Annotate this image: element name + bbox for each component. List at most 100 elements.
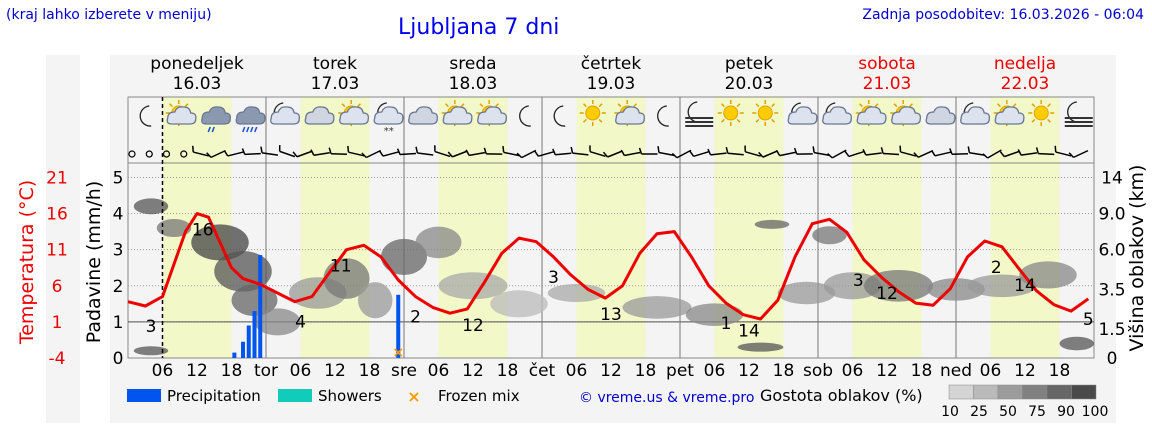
hour-tick-label: 12: [1014, 361, 1036, 381]
temperature-label: 3: [548, 268, 559, 288]
temperature-label: 12: [876, 284, 898, 304]
barb-feather: [657, 146, 660, 153]
barb-feather: [415, 146, 419, 154]
moon-cloud-icon: [787, 102, 818, 125]
precipitation-tick-label: 4: [113, 205, 124, 225]
barb-feather: [1054, 145, 1057, 153]
moon-shape: [657, 105, 669, 127]
rain-drop: [211, 126, 215, 133]
wind-barb-icon: [241, 148, 261, 156]
rain-drop: [246, 126, 250, 133]
temperature-label: 3: [146, 317, 157, 337]
cloud-density-swatch: [1046, 384, 1072, 400]
wind-barb-icon: [602, 150, 623, 158]
wind-barb-icon: [415, 146, 434, 156]
sun-ray: [583, 103, 587, 108]
sun-disc: [585, 105, 601, 121]
barb-feather: [589, 145, 591, 152]
cloud-density-area: [967, 274, 1037, 298]
barb-shaft: [452, 150, 468, 158]
barb-shaft: [727, 152, 744, 156]
cloud-density-area: [622, 296, 692, 319]
sun-ray: [445, 103, 449, 108]
sun-ray: [357, 103, 361, 108]
region-menu-note[interactable]: (kraj lahko izberete v meniju): [6, 7, 212, 23]
cloud-density-legend-title: Gostota oblakov (%): [760, 386, 923, 405]
sun-cloud-icon: [890, 100, 922, 126]
cloud-shape: [822, 106, 853, 125]
day-abbr-tick-label: sre: [391, 361, 417, 381]
precipitation-tick-label: 2: [113, 277, 124, 297]
wind-barb-icon: [347, 145, 365, 157]
barb-feather: [206, 152, 212, 158]
fog-icon: [685, 101, 714, 127]
barb-feather: [880, 147, 884, 154]
calm-wind-icon: [145, 150, 153, 158]
sun-ray: [583, 118, 587, 123]
wind-barb-icon: [880, 147, 900, 156]
temperature-tick-label: 16: [46, 205, 68, 225]
sun-ray: [997, 103, 1001, 108]
moon-icon: [139, 105, 152, 127]
cloud-icon: [925, 106, 956, 125]
barb-shaft: [917, 150, 934, 158]
cloud-density-swatch: [997, 384, 1023, 400]
barb-feather: [999, 151, 1005, 158]
barb-feather: [602, 151, 609, 158]
cloud-density-swatch: [973, 384, 999, 400]
wind-barb-icon: [206, 149, 226, 159]
wind-barb-icon: [310, 149, 330, 156]
hour-tick-label: 12: [324, 361, 346, 381]
barb-feather: [310, 149, 315, 156]
moon-cloud-icon: [960, 102, 991, 125]
cloud-density-area: [777, 281, 836, 305]
sun-ray: [721, 103, 725, 108]
barb-shaft: [831, 149, 847, 159]
wind-barb-icon: [292, 150, 313, 158]
barb-feather: [378, 150, 384, 157]
sun-ray: [736, 118, 741, 123]
wind-barb-icon: [931, 150, 951, 157]
daylight-band: [852, 97, 922, 358]
barb-shaft: [969, 152, 986, 156]
wind-barb-icon: [1035, 147, 1055, 156]
wind-barb-icon: [502, 145, 520, 157]
barb-feather: [552, 148, 556, 155]
wind-barb-icon: [328, 147, 348, 156]
wind-barb-icon: [192, 145, 209, 157]
day-abbr-tick-label: ned: [940, 361, 972, 381]
day-date-label: 22.03: [1001, 74, 1050, 94]
cloud-height-tick-label: 6.0: [1098, 241, 1125, 261]
barb-feather: [967, 146, 971, 153]
sun-ray: [874, 103, 879, 108]
moon-cloud-icon: [822, 102, 853, 125]
sun-icon: [579, 100, 606, 126]
moon-icon: [657, 105, 669, 127]
barb-shaft: [330, 152, 348, 156]
temperature-tick-label: 21: [46, 168, 68, 188]
cloud-density-step-label: 90: [1057, 404, 1075, 420]
showers-legend-swatch: [278, 389, 312, 402]
wind-barb-icon: [744, 145, 761, 157]
cloud-shape: [373, 106, 404, 125]
cloud-density-step-label: 25: [970, 404, 988, 420]
barb-feather: [793, 147, 798, 155]
moon-icon: [553, 105, 566, 127]
barb-feather: [689, 150, 695, 157]
sun-ray: [184, 103, 189, 108]
cloud-density-area: [754, 219, 790, 229]
wind-barb-icon: [516, 149, 537, 159]
hour-tick-label: 06: [152, 361, 174, 381]
wind-barb-icon: [620, 149, 641, 157]
barb-feather: [396, 148, 401, 155]
cloud-shape: [270, 106, 301, 125]
barb-feather: [620, 149, 626, 156]
sun-ray: [1047, 118, 1051, 123]
barb-shaft: [813, 151, 831, 157]
last-update-text: Zadnja posodobitev: 16.03.2026 - 06:04: [862, 7, 1144, 23]
cloud-density-area: [254, 308, 301, 336]
day-date-label: 17.03: [311, 74, 360, 94]
precipitation-bar: [241, 341, 245, 358]
day-date-label: 16.03: [173, 74, 222, 94]
wind-barb-icon: [128, 150, 136, 158]
